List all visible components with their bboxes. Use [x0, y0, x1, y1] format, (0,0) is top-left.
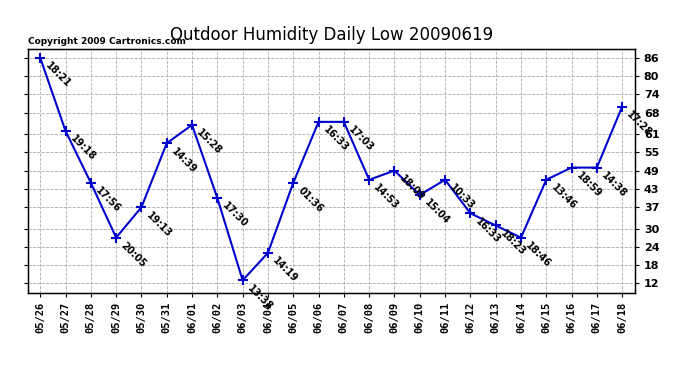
Text: 01:36: 01:36 [296, 186, 325, 214]
Text: 13:38: 13:38 [246, 283, 275, 312]
Text: 15:04: 15:04 [422, 198, 451, 227]
Text: 15:28: 15:28 [195, 128, 224, 157]
Text: 14:53: 14:53 [372, 183, 401, 212]
Text: Copyright 2009 Cartronics.com: Copyright 2009 Cartronics.com [28, 38, 186, 46]
Text: 17:56: 17:56 [94, 186, 123, 214]
Text: 18:21: 18:21 [43, 61, 72, 90]
Text: 10:33: 10:33 [448, 183, 477, 212]
Text: 13:46: 13:46 [549, 183, 578, 212]
Text: 17:03: 17:03 [346, 124, 375, 154]
Text: 16:33: 16:33 [473, 216, 502, 245]
Text: 18:23: 18:23 [498, 228, 528, 257]
Text: 14:19: 14:19 [270, 256, 299, 285]
Text: 17:30: 17:30 [220, 201, 249, 230]
Text: 14:38: 14:38 [600, 170, 629, 200]
Text: 17:28: 17:28 [625, 110, 654, 138]
Text: 20:05: 20:05 [119, 240, 148, 269]
Text: 19:18: 19:18 [68, 134, 97, 163]
Text: 19:13: 19:13 [144, 210, 173, 239]
Text: 18:09: 18:09 [397, 173, 426, 202]
Text: 18:46: 18:46 [524, 240, 553, 270]
Text: 14:39: 14:39 [170, 146, 199, 175]
Title: Outdoor Humidity Daily Low 20090619: Outdoor Humidity Daily Low 20090619 [170, 26, 493, 44]
Text: 16:33: 16:33 [322, 124, 351, 154]
Text: 18:59: 18:59 [574, 170, 604, 200]
